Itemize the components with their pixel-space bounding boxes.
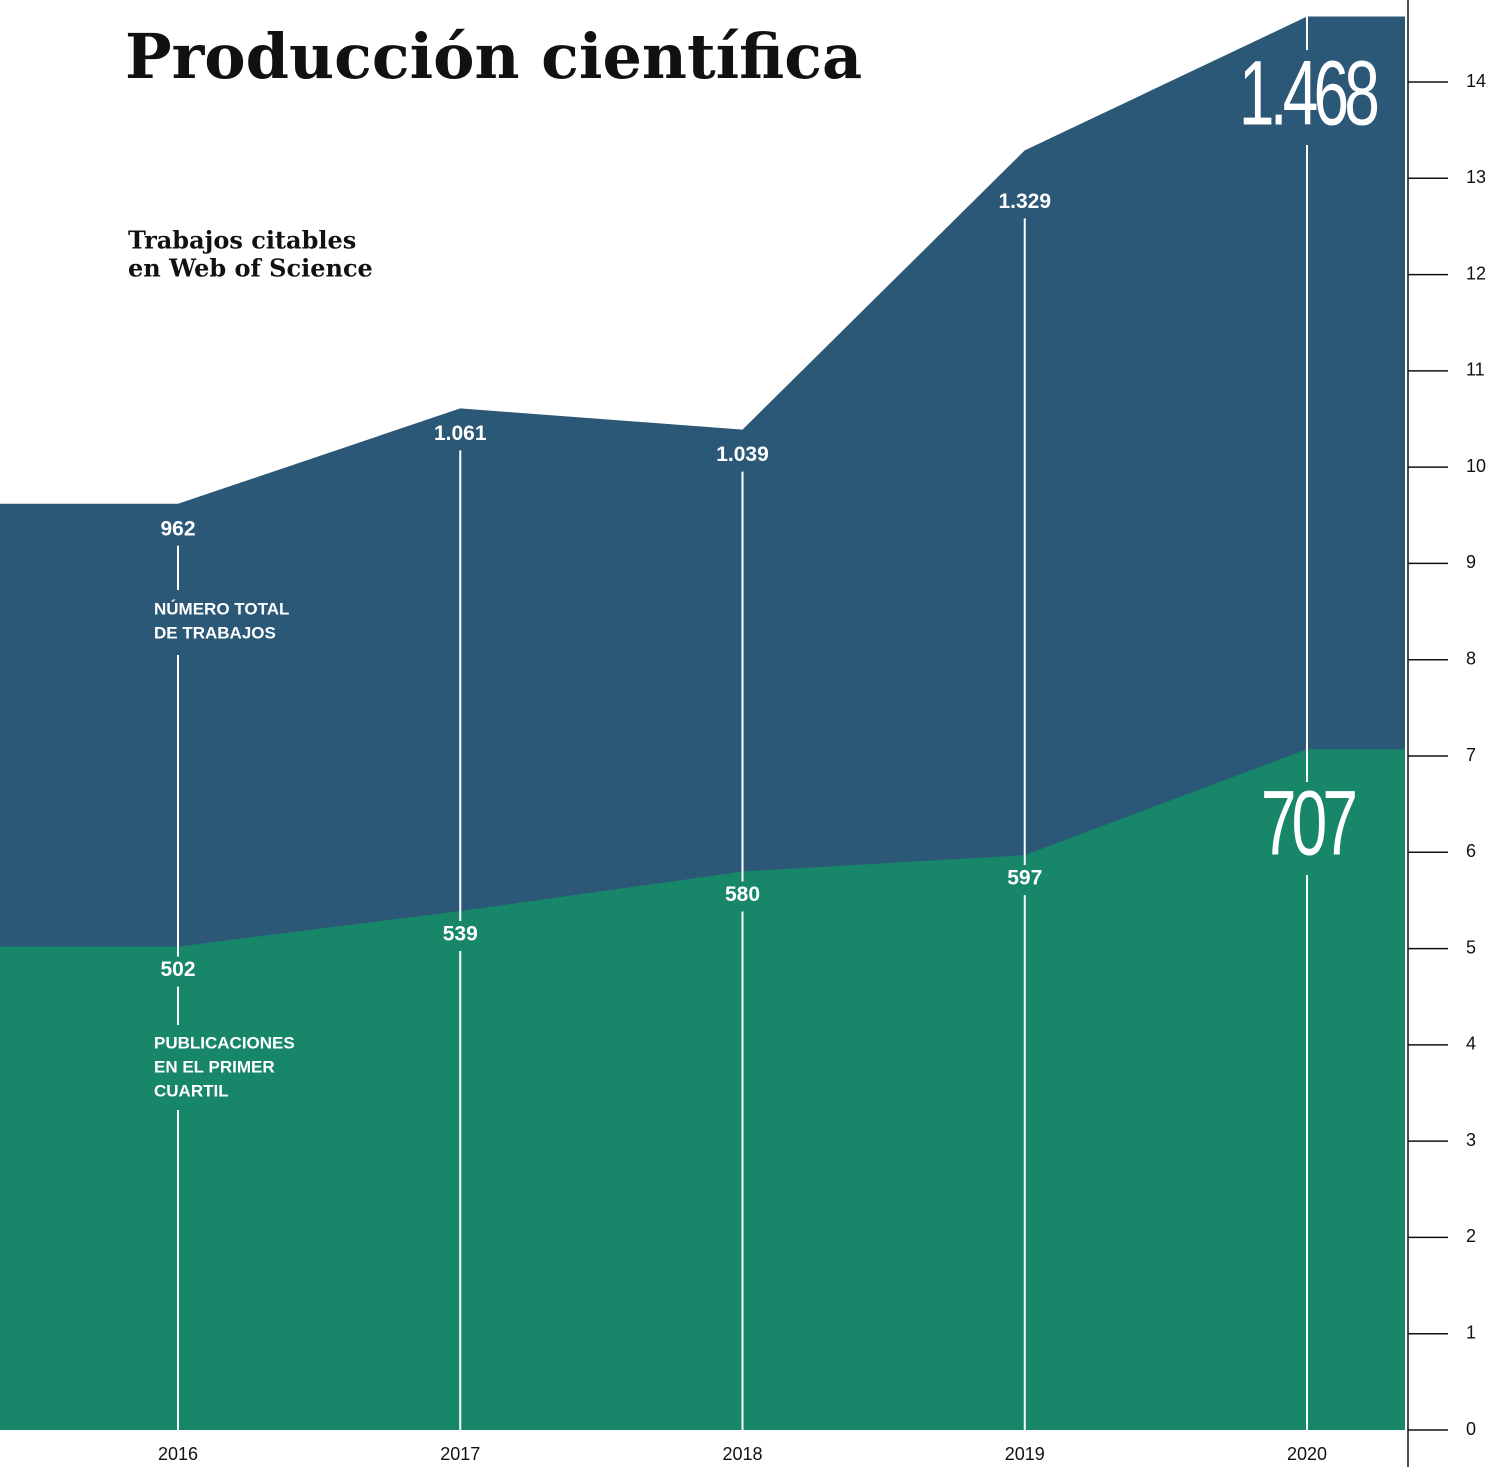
big-value-label: 1.468 (1239, 41, 1377, 144)
legend-label: PUBLICACIONES (154, 1033, 295, 1052)
x-tick-label: 2017 (440, 1444, 480, 1464)
y-tick-label: 2 (1466, 1226, 1476, 1246)
x-tick-label: 2016 (158, 1444, 198, 1464)
y-tick-label: 7 (1466, 745, 1476, 765)
x-tick-label: 2020 (1287, 1444, 1327, 1464)
subtitle: Trabajos citables (128, 226, 356, 255)
y-tick-label: 4 (1466, 1034, 1476, 1054)
y-tick-label: 13 (1466, 167, 1486, 187)
legend-label: EN EL PRIMER (154, 1057, 275, 1076)
chart-title: Producción científica (125, 20, 862, 93)
value-label: 502 (160, 958, 195, 981)
y-tick-label: 1 (1466, 1322, 1476, 1342)
legend-label: DE TRABAJOS (154, 623, 276, 642)
y-tick-label: 9 (1466, 552, 1476, 572)
value-label: 580 (725, 883, 760, 906)
areas (0, 16, 1405, 1430)
value-label: 539 (443, 923, 478, 946)
y-tick-label: 12 (1466, 263, 1486, 283)
y-tick-label: 11 (1466, 360, 1485, 380)
big-value-label: 707 (1261, 771, 1356, 874)
x-tick-label: 2018 (722, 1444, 762, 1464)
legend-label: CUARTIL (154, 1081, 229, 1100)
value-label: 597 (1007, 867, 1042, 890)
y-tick-label: 0 (1466, 1419, 1476, 1439)
area (0, 749, 1405, 1430)
y-tick-label: 8 (1466, 648, 1476, 668)
subtitle: en Web of Science (128, 254, 373, 283)
y-tick-label: 6 (1466, 841, 1476, 861)
legend-label: NÚMERO TOTAL (154, 599, 289, 618)
value-label: 962 (160, 517, 195, 540)
x-tick-label: 2019 (1005, 1444, 1045, 1464)
value-label: 1.329 (998, 190, 1051, 213)
value-label: 1.039 (716, 443, 769, 466)
y-tick-label: 3 (1466, 1130, 1476, 1150)
y-tick-label: 5 (1466, 937, 1476, 957)
value-label: 1.061 (434, 422, 487, 445)
y-tick-label: 10 (1466, 456, 1486, 476)
y-tick-label: 14 (1466, 71, 1486, 91)
